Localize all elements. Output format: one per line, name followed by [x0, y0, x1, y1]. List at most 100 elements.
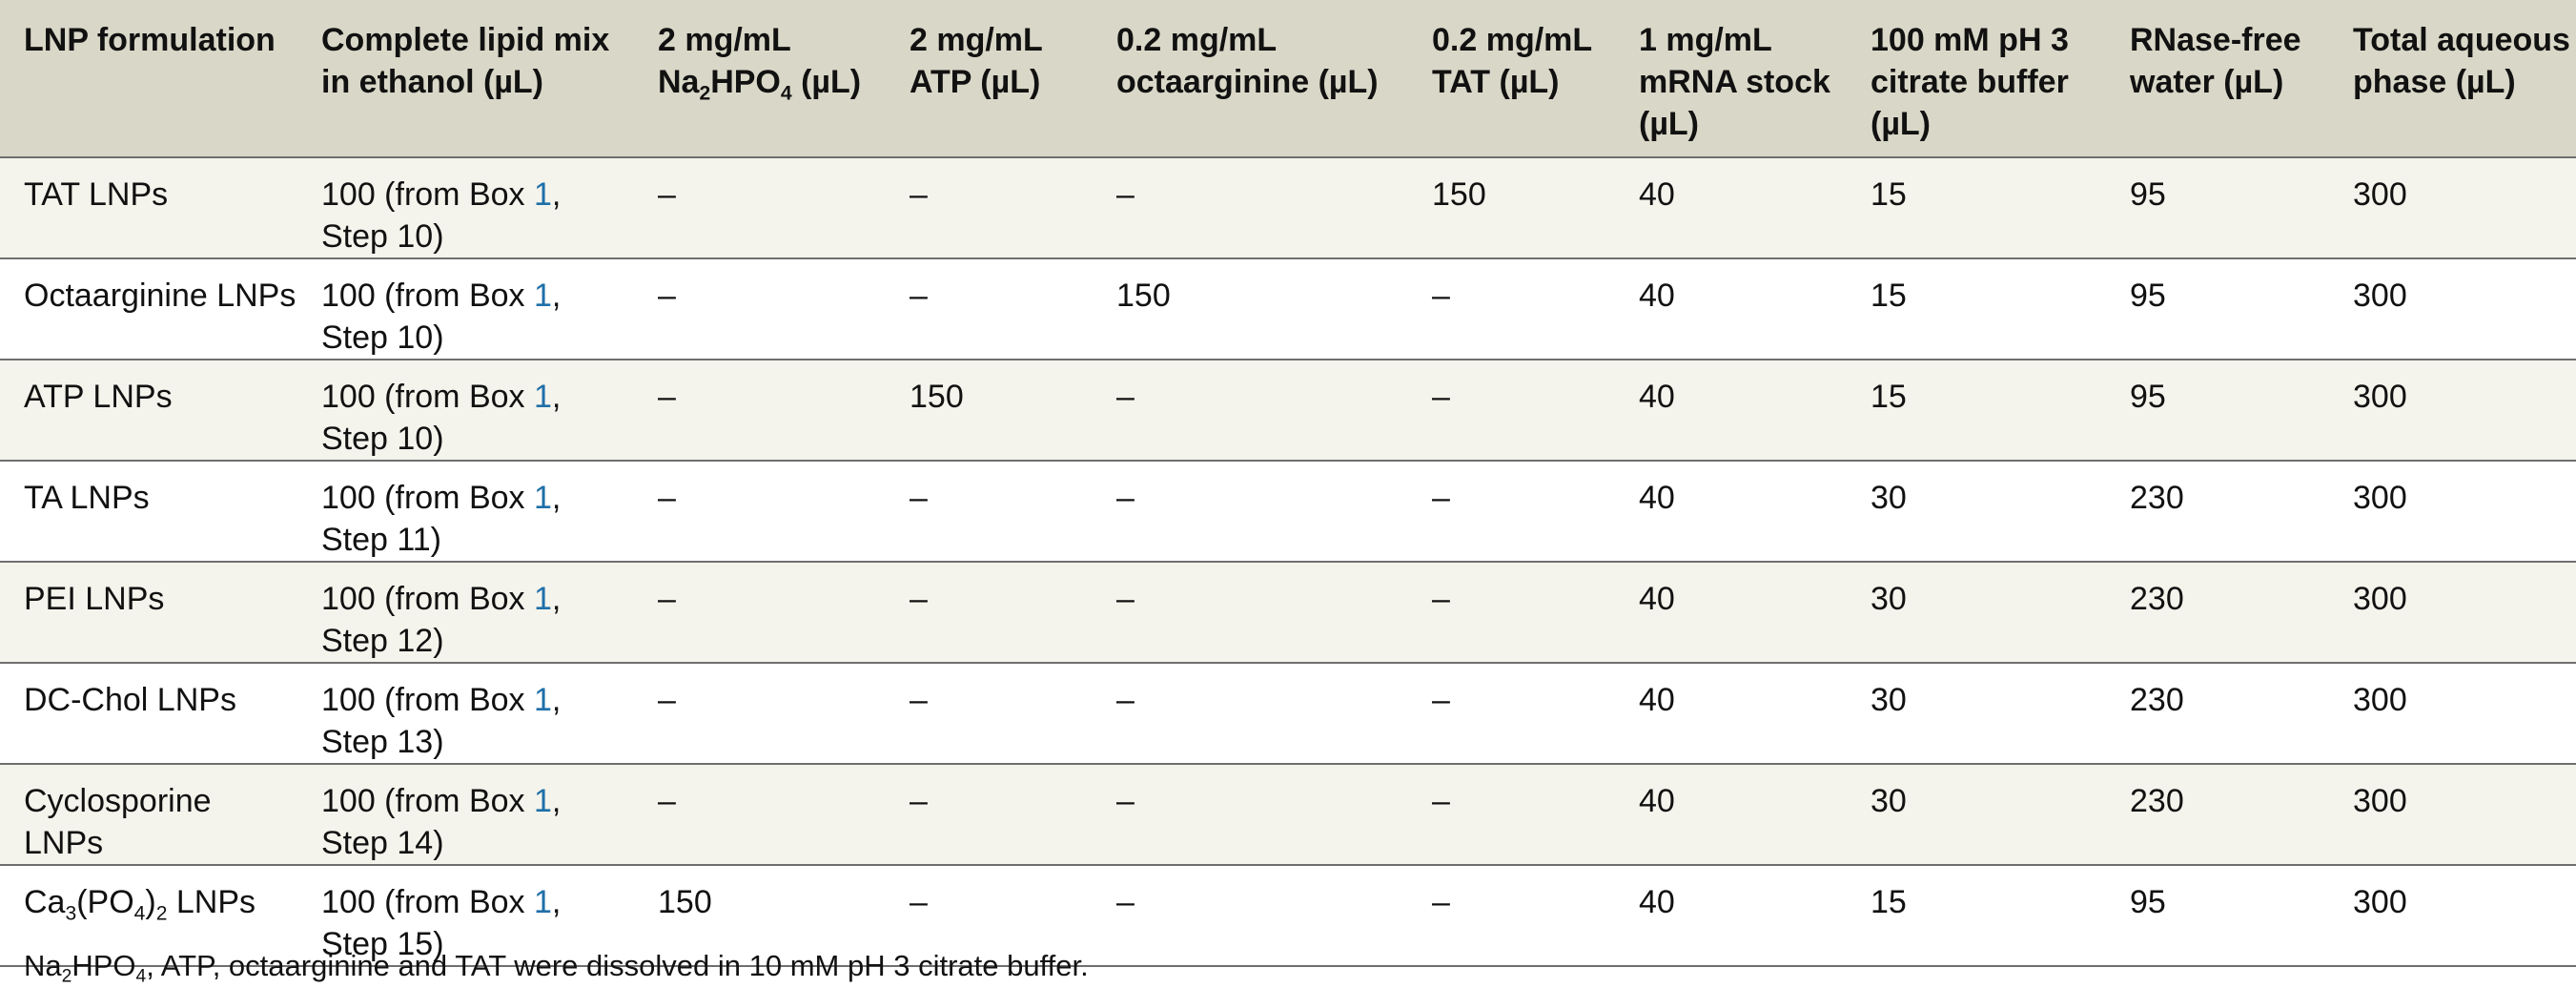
table-footnote: Na2HPO4, ATP, octaarginine and TAT were … — [24, 949, 1089, 987]
cell-formulation: TAT LNPs — [0, 157, 297, 258]
cell-tat: – — [1408, 360, 1615, 461]
cell-na2hpo4: – — [634, 562, 886, 663]
cell-formulation: PEI LNPs — [0, 562, 297, 663]
cell-water: 95 — [2106, 258, 2329, 360]
cell-total: 300 — [2329, 157, 2576, 258]
cell-citrate: 15 — [1847, 360, 2106, 461]
cell-water: 230 — [2106, 562, 2329, 663]
cell-water: 95 — [2106, 157, 2329, 258]
cell-atp: – — [886, 461, 1093, 562]
box-link[interactable]: 1 — [533, 176, 552, 213]
cell-tat: – — [1408, 461, 1615, 562]
cell-octaarginine: – — [1093, 461, 1408, 562]
cell-citrate: 15 — [1847, 258, 2106, 360]
cell-octaarginine: – — [1093, 360, 1408, 461]
cell-tat: – — [1408, 865, 1615, 966]
box-link[interactable]: 1 — [533, 884, 552, 920]
table-row: Cyclosporine LNPs 100 (from Box 1, Step … — [0, 764, 2576, 865]
cell-lipid-mix: 100 (from Box 1, Step 15) — [297, 865, 634, 966]
cell-na2hpo4: – — [634, 461, 886, 562]
cell-mrna: 40 — [1615, 360, 1847, 461]
cell-mrna: 40 — [1615, 258, 1847, 360]
cell-formulation: Cyclosporine LNPs — [0, 764, 297, 865]
cell-octaarginine: – — [1093, 764, 1408, 865]
cell-atp: – — [886, 663, 1093, 764]
cell-tat: – — [1408, 258, 1615, 360]
table-row: TA LNPs 100 (from Box 1, Step 11) – – – … — [0, 461, 2576, 562]
cell-mrna: 40 — [1615, 157, 1847, 258]
cell-atp: – — [886, 157, 1093, 258]
header-lipid-mix: Complete lipid mix in ethanol (µL) — [297, 0, 634, 157]
cell-atp: – — [886, 562, 1093, 663]
box-link[interactable]: 1 — [533, 581, 552, 617]
cell-na2hpo4: – — [634, 663, 886, 764]
table-row: Ca3(PO4)2 LNPs 100 (from Box 1, Step 15)… — [0, 865, 2576, 966]
cell-lipid-mix: 100 (from Box 1, Step 14) — [297, 764, 634, 865]
cell-octaarginine: – — [1093, 157, 1408, 258]
table-row: PEI LNPs 100 (from Box 1, Step 12) – – –… — [0, 562, 2576, 663]
cell-water: 230 — [2106, 461, 2329, 562]
cell-total: 300 — [2329, 663, 2576, 764]
cell-total: 300 — [2329, 764, 2576, 865]
cell-total: 300 — [2329, 562, 2576, 663]
cell-na2hpo4: – — [634, 764, 886, 865]
cell-water: 230 — [2106, 764, 2329, 865]
lnp-formulation-table: LNP formulation Complete lipid mix in et… — [0, 0, 2576, 966]
cell-atp: – — [886, 865, 1093, 966]
cell-mrna: 40 — [1615, 461, 1847, 562]
cell-citrate: 30 — [1847, 461, 2106, 562]
box-link[interactable]: 1 — [533, 682, 552, 718]
cell-mrna: 40 — [1615, 562, 1847, 663]
cell-octaarginine: – — [1093, 865, 1408, 966]
cell-total: 300 — [2329, 360, 2576, 461]
cell-octaarginine: 150 — [1093, 258, 1408, 360]
cell-formulation: Ca3(PO4)2 LNPs — [0, 865, 297, 966]
cell-na2hpo4: – — [634, 360, 886, 461]
box-link[interactable]: 1 — [533, 783, 552, 819]
cell-mrna: 40 — [1615, 663, 1847, 764]
table-row: ATP LNPs 100 (from Box 1, Step 10) – 150… — [0, 360, 2576, 461]
header-total: Total aqueous phase (µL) — [2329, 0, 2576, 157]
cell-lipid-mix: 100 (from Box 1, Step 10) — [297, 157, 634, 258]
cell-citrate: 30 — [1847, 764, 2106, 865]
header-water: RNase-free water (µL) — [2106, 0, 2329, 157]
cell-atp: – — [886, 764, 1093, 865]
cell-atp: – — [886, 258, 1093, 360]
cell-na2hpo4: – — [634, 157, 886, 258]
header-tat: 0.2 mg/mL TAT (µL) — [1408, 0, 1615, 157]
cell-octaarginine: – — [1093, 663, 1408, 764]
cell-citrate: 30 — [1847, 562, 2106, 663]
cell-formulation: TA LNPs — [0, 461, 297, 562]
cell-lipid-mix: 100 (from Box 1, Step 13) — [297, 663, 634, 764]
cell-total: 300 — [2329, 461, 2576, 562]
header-row: LNP formulation Complete lipid mix in et… — [0, 0, 2576, 157]
cell-na2hpo4: 150 — [634, 865, 886, 966]
cell-citrate: 30 — [1847, 663, 2106, 764]
header-lnp-formulation: LNP formulation — [0, 0, 297, 157]
box-link[interactable]: 1 — [533, 379, 552, 415]
box-link[interactable]: 1 — [533, 480, 552, 516]
table-row: DC-Chol LNPs 100 (from Box 1, Step 13) –… — [0, 663, 2576, 764]
cell-lipid-mix: 100 (from Box 1, Step 11) — [297, 461, 634, 562]
cell-citrate: 15 — [1847, 865, 2106, 966]
cell-tat: – — [1408, 764, 1615, 865]
table-row: Octaarginine LNPs 100 (from Box 1, Step … — [0, 258, 2576, 360]
cell-lipid-mix: 100 (from Box 1, Step 10) — [297, 360, 634, 461]
cell-lipid-mix: 100 (from Box 1, Step 10) — [297, 258, 634, 360]
table-row: TAT LNPs 100 (from Box 1, Step 10) – – –… — [0, 157, 2576, 258]
cell-tat: – — [1408, 562, 1615, 663]
cell-formulation: ATP LNPs — [0, 360, 297, 461]
header-atp: 2 mg/mL ATP (µL) — [886, 0, 1093, 157]
box-link[interactable]: 1 — [533, 278, 552, 314]
cell-na2hpo4: – — [634, 258, 886, 360]
cell-total: 300 — [2329, 258, 2576, 360]
cell-lipid-mix: 100 (from Box 1, Step 12) — [297, 562, 634, 663]
cell-mrna: 40 — [1615, 764, 1847, 865]
header-mrna: 1 mg/mL mRNA stock (µL) — [1615, 0, 1847, 157]
cell-mrna: 40 — [1615, 865, 1847, 966]
cell-octaarginine: – — [1093, 562, 1408, 663]
cell-tat: 150 — [1408, 157, 1615, 258]
header-octaarginine: 0.2 mg/mL octaarginine (µL) — [1093, 0, 1408, 157]
cell-citrate: 15 — [1847, 157, 2106, 258]
